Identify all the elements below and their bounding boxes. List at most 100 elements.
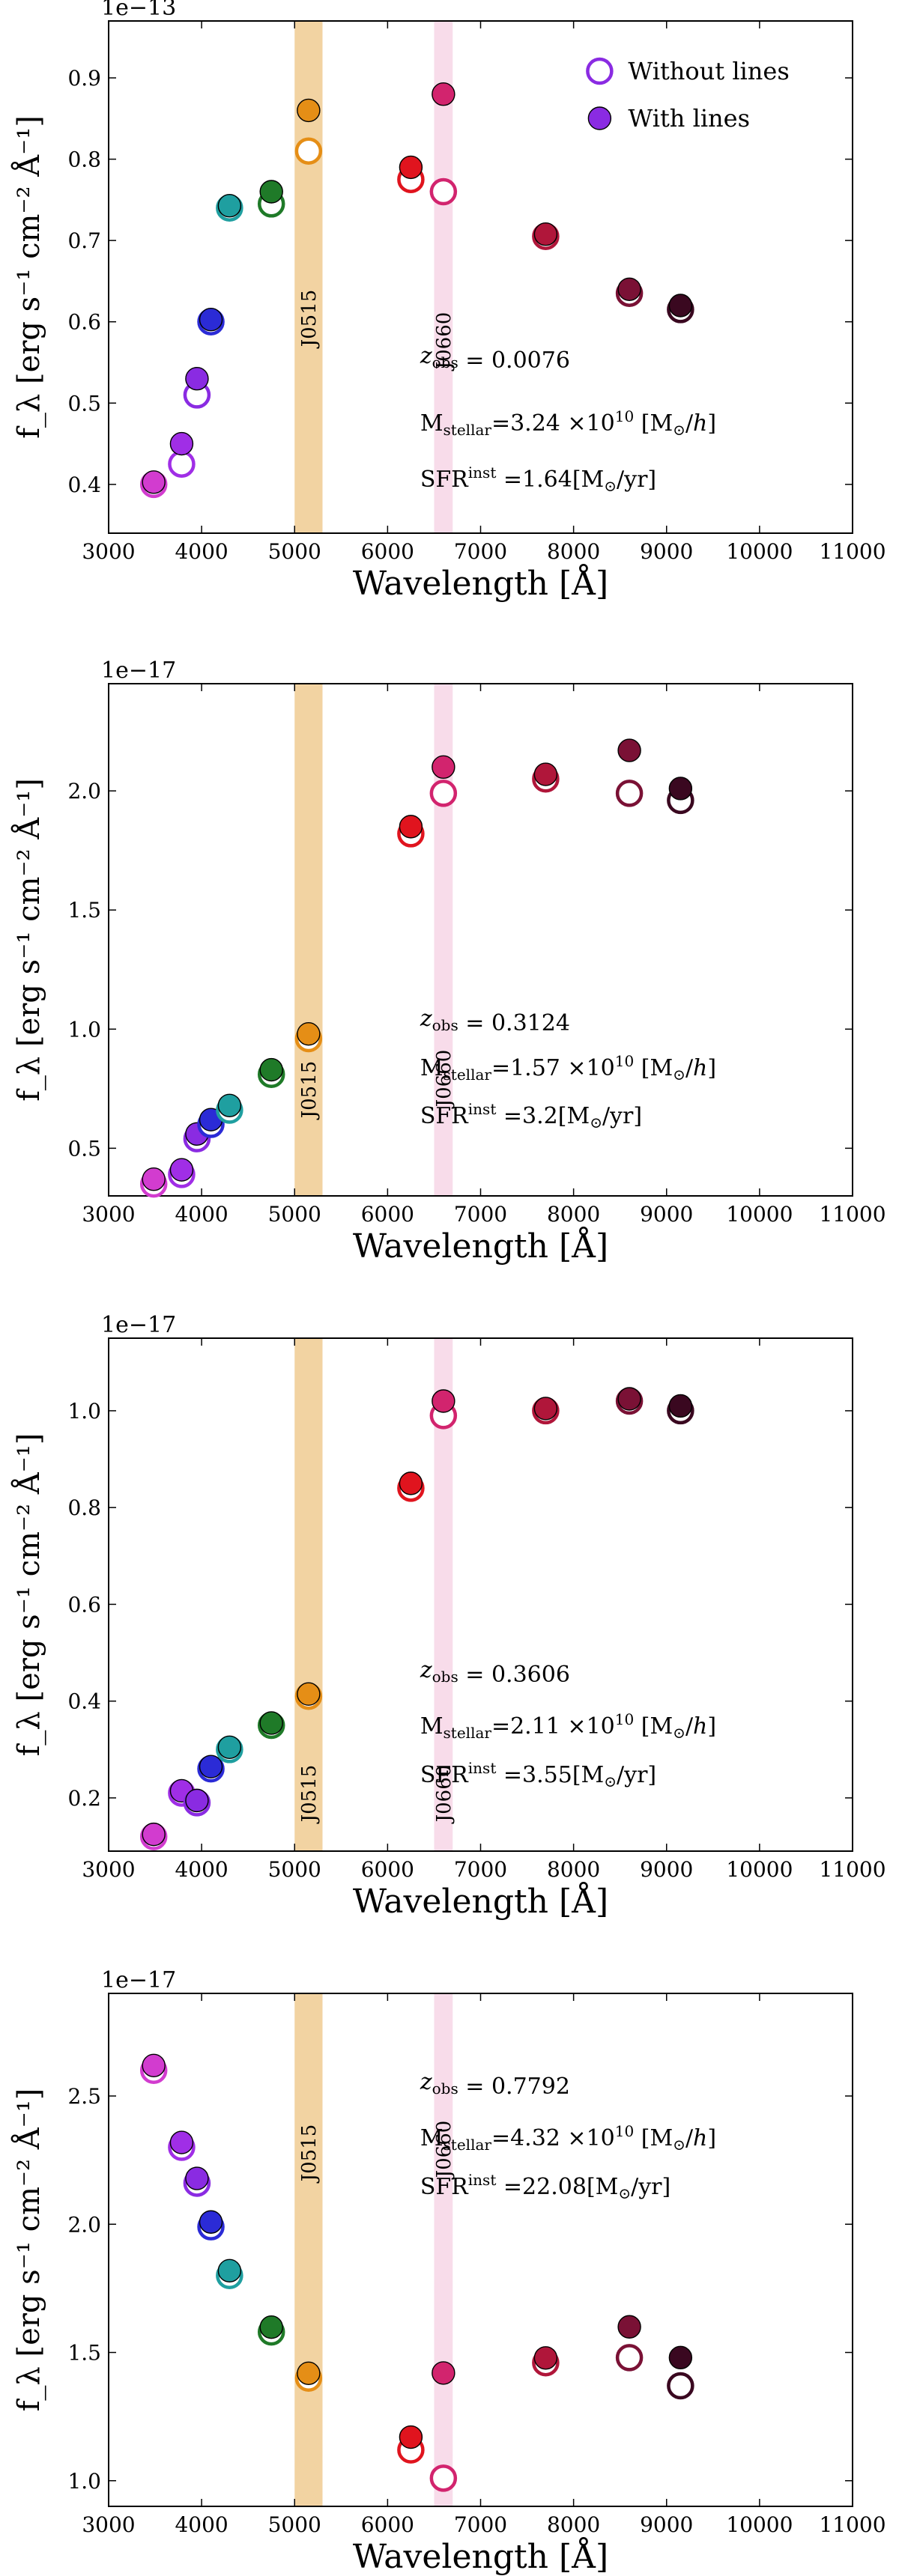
legend-label-with-lines: With lines [628, 104, 750, 133]
x-tick-label: 7000 [454, 539, 507, 564]
x-axis-label: Wavelength [Å] [353, 1226, 608, 1266]
marker-with-lines [185, 1788, 209, 1813]
x-tick-label: 10000 [726, 2512, 793, 2537]
x-tick-label: 11000 [819, 1202, 886, 1227]
legend-label-without-lines: Without lines [628, 57, 789, 85]
legend-marker-with-lines [587, 106, 612, 130]
x-tick-label: 9000 [640, 1857, 693, 1882]
x-tick-label: 10000 [726, 539, 793, 564]
band-j0515 [294, 1338, 323, 1851]
y-tick-label: 0.5 [67, 391, 101, 416]
marker-with-lines [169, 431, 194, 456]
y-tick-label: 2.5 [67, 2084, 101, 2109]
x-tick-label: 5000 [268, 539, 321, 564]
x-tick-label: 5000 [268, 1857, 321, 1882]
marker-with-lines [617, 2315, 641, 2339]
annotation-stellar-mass: Mstellar=3.24 ×1010 [M⊙/h] [420, 407, 716, 439]
y-tick-label: 1.0 [67, 1399, 101, 1424]
marker-with-lines [217, 1093, 242, 1117]
annotation-redshift: zobs = 0.3606 [420, 1657, 570, 1688]
band-label-j0515: J0515 [298, 1765, 321, 1825]
marker-without-lines [429, 780, 458, 807]
band-label-j0515: J0515 [298, 1061, 321, 1121]
scale-label: 1e−13 [101, 0, 176, 21]
panel-2: J0515 J0660 3000 4000 5000 6000 7000 8000 9000 10… [11, 657, 886, 1266]
x-tick-label: 11000 [819, 2512, 886, 2537]
annotation-sfr: SFRinst =3.55[M⊙/yr] [420, 1759, 656, 1790]
x-tick-label: 10000 [726, 1857, 793, 1882]
annotation-sfr: SFRinst =3.2[M⊙/yr] [420, 1100, 642, 1131]
band-j0660 [434, 1993, 453, 2506]
marker-with-lines [297, 1682, 321, 1706]
x-tick-label: 5000 [268, 1202, 321, 1227]
panel-1: J0515 J0660 3000 4000 5000 6000 7000 8000 9000 10… [11, 0, 886, 603]
annotation-stellar-mass: Mstellar=1.57 ×1010 [M⊙/h] [420, 1052, 716, 1084]
x-tick-label: 7000 [454, 1857, 507, 1882]
y-axis-label: f_λ [erg s⁻¹ cm⁻² Å⁻¹] [11, 115, 46, 439]
y-axis-label: f_λ [erg s⁻¹ cm⁻² Å⁻¹] [11, 1433, 46, 1757]
scale-label: 1e−17 [101, 1312, 176, 1338]
x-tick-label: 5000 [268, 2512, 321, 2537]
marker-with-lines [533, 762, 558, 786]
marker-with-lines [432, 82, 455, 106]
panel-3: J0515 J0660 3000 4000 5000 6000 7000 8000 9000 10… [11, 1312, 886, 1921]
x-tick-label: 11000 [819, 1857, 886, 1882]
marker-without-lines [168, 450, 196, 478]
x-tick-label: 7000 [454, 2512, 507, 2537]
marker-with-lines [297, 98, 321, 123]
marker-with-lines [533, 2346, 558, 2370]
marker-with-lines [259, 180, 283, 204]
y-tick-label: 0.6 [67, 310, 101, 335]
y-tick-label: 0.8 [67, 148, 101, 172]
y-tick-label: 0.5 [67, 1136, 101, 1161]
band-label-j0660: J0660 [433, 1765, 455, 1825]
x-tick-label: 4000 [175, 2512, 228, 2537]
marker-without-lines [667, 2372, 694, 2400]
marker-with-lines [185, 2166, 209, 2190]
annotation-stellar-mass: Mstellar=4.32 ×1010 [M⊙/h] [420, 2122, 716, 2154]
x-tick-label: 7000 [454, 1202, 507, 1227]
y-tick-label: 2.0 [67, 2212, 101, 2237]
marker-without-lines [615, 2344, 644, 2372]
band-j0515 [294, 684, 323, 1196]
marker-with-lines [432, 2361, 455, 2385]
y-axis-label: f_λ [erg s⁻¹ cm⁻² Å⁻¹] [11, 778, 46, 1102]
x-tick-label: 3000 [82, 1857, 135, 1882]
band-label-j0660: J0660 [433, 312, 455, 372]
marker-with-lines [399, 155, 423, 180]
marker-with-lines [432, 1389, 455, 1413]
x-tick-label: 11000 [819, 539, 886, 564]
marker-with-lines [217, 1735, 242, 1759]
x-tick-label: 10000 [726, 1202, 793, 1227]
marker-with-lines [142, 2053, 166, 2078]
y-tick-label: 0.9 [67, 66, 101, 91]
x-tick-label: 8000 [547, 539, 600, 564]
x-tick-label: 6000 [361, 1857, 414, 1882]
band-label-j0515: J0515 [298, 2124, 321, 2184]
x-tick-label: 6000 [361, 1202, 414, 1227]
y-tick-label: 0.4 [67, 473, 101, 497]
annotation-redshift: zobs = 0.3124 [420, 1006, 570, 1036]
x-tick-label: 9000 [640, 2512, 693, 2537]
y-tick-label: 0.8 [67, 1495, 101, 1520]
marker-with-lines [142, 1167, 166, 1191]
marker-with-lines [142, 470, 166, 494]
annotation-stellar-mass: Mstellar=2.11 ×1010 [M⊙/h] [420, 1710, 716, 1742]
marker-with-lines [142, 1822, 166, 1847]
marker-with-lines [533, 222, 558, 246]
x-tick-label: 3000 [82, 539, 135, 564]
scale-label: 1e−17 [101, 1967, 176, 1993]
y-tick-label: 2.0 [67, 779, 101, 804]
x-axis-label: Wavelength [Å] [353, 2536, 608, 2576]
marker-with-lines [259, 1711, 283, 1735]
band-label-j0515: J0515 [298, 290, 321, 350]
annotation-sfr: SFRinst =1.64[M⊙/yr] [420, 464, 656, 495]
plot-area [109, 1338, 853, 1851]
marker-with-lines [668, 777, 693, 801]
marker-without-lines [429, 2464, 458, 2492]
y-tick-label: 1.5 [67, 2341, 101, 2366]
x-tick-label: 4000 [175, 1202, 228, 1227]
legend: Without lines With lines [586, 57, 790, 133]
band-label-j0660: J0660 [433, 2121, 455, 2181]
